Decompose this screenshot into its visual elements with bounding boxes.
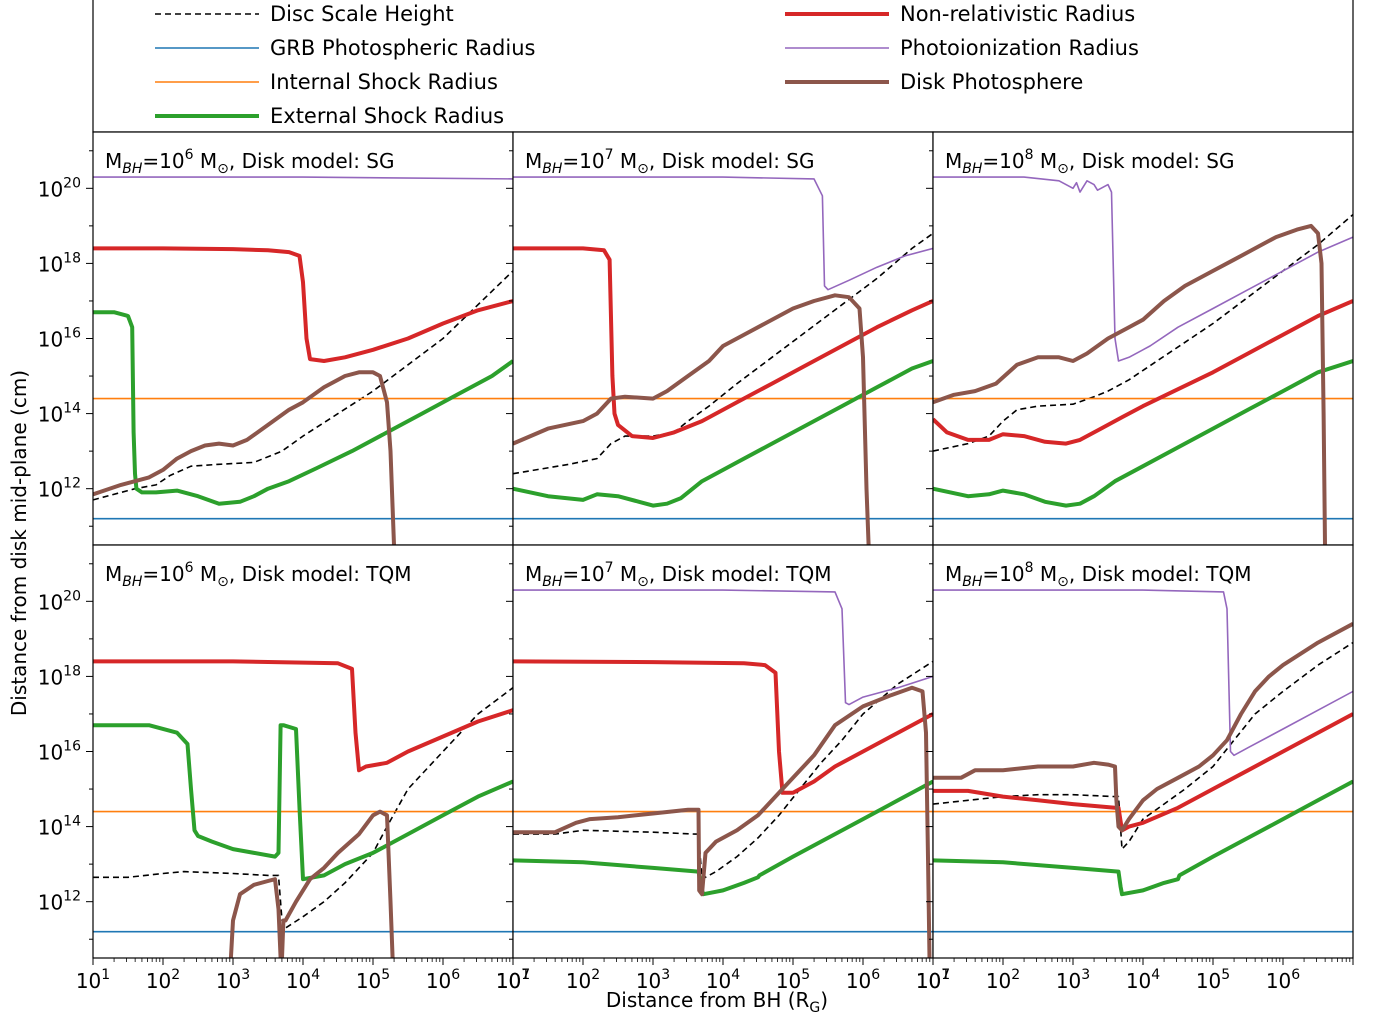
y-tick-label: 1016 — [38, 326, 81, 352]
series-line-external-shock-radius — [513, 359, 933, 508]
y-tick-label: 1012 — [38, 476, 81, 502]
series-line-non-relativistic-radius — [933, 299, 1353, 446]
x-tick-label: 101 — [76, 967, 110, 993]
plot-area — [93, 132, 513, 545]
series-line-disc-scale-height — [513, 660, 933, 881]
series-line-disk-photosphere — [228, 809, 395, 958]
panel-title: MBH=108 M⊙, Disk model: TQM — [945, 560, 1252, 590]
plot-area — [933, 132, 1353, 545]
x-tick-label: 102 — [986, 967, 1020, 993]
x-tick-label: 106 — [426, 967, 460, 993]
legend: Disc Scale Height GRB Photospheric Radius… — [92, 0, 1354, 133]
y-axis-label: Distance from disk mid-plane (cm) — [7, 370, 31, 716]
x-tick-label: 104 — [286, 967, 320, 993]
x-tick-label: 103 — [636, 967, 670, 993]
x-tick-label: 104 — [706, 967, 740, 993]
plot-area — [93, 545, 513, 958]
series-group — [513, 589, 933, 958]
legend-label-internal-shock-radius: Internal Shock Radius — [270, 70, 498, 94]
x-tick-label: 103 — [216, 967, 250, 993]
x-tick-label: 104 — [1126, 967, 1160, 993]
series-line-external-shock-radius — [93, 310, 513, 506]
legend-label-grb-photospheric-radius: GRB Photospheric Radius — [270, 36, 535, 60]
series-line-disc-scale-height — [933, 641, 1353, 850]
series-line-disk-photosphere — [933, 622, 1353, 833]
y-tick-label: 1016 — [38, 739, 81, 765]
panel-1: 1012 1014 1016 1018 1020 MBH=106 M⊙, Disk mod… — [38, 131, 514, 546]
series-group — [933, 589, 1353, 933]
series-line-external-shock-radius — [93, 723, 513, 882]
series-line-disc-scale-height — [513, 232, 933, 475]
panel-grid: 1012 1014 1016 1018 1020 MBH=106 M⊙, Disk mod… — [38, 131, 1354, 993]
legend-label-external-shock-radius: External Shock Radius — [270, 104, 504, 128]
series-line-disk-photosphere — [513, 293, 871, 545]
panel-title: MBH=107 M⊙, Disk model: SG — [525, 147, 815, 177]
panel-title: MBH=107 M⊙, Disk model: TQM — [525, 560, 832, 590]
x-tick-label: 106 — [1266, 967, 1300, 993]
series-line-photoionization-radius — [933, 176, 1353, 362]
plot-area — [933, 545, 1353, 958]
panel-3: MBH=108 M⊙, Disk model: SG — [926, 131, 1354, 546]
x-tick-label: 107 — [916, 967, 950, 993]
panel-title: MBH=106 M⊙, Disk model: SG — [105, 147, 395, 177]
legend-label-disk-photosphere: Disk Photosphere — [900, 70, 1083, 94]
series-line-external-shock-radius — [933, 779, 1353, 897]
series-line-disc-scale-height — [933, 213, 1353, 452]
x-tick-label: 107 — [496, 967, 530, 993]
panel-4: 1012 1014 1016 1018 1020 101 102 103 104 105 106 10… — [38, 544, 530, 993]
series-line-non-relativistic-radius — [93, 246, 513, 363]
series-line-photoionization-radius — [93, 176, 513, 180]
plot-area — [513, 545, 933, 958]
panel-2: MBH=107 M⊙, Disk model: SG — [506, 131, 934, 546]
series-line-non-relativistic-radius — [513, 659, 933, 795]
plot-area — [513, 132, 933, 545]
series-line-disk-photosphere — [933, 223, 1327, 545]
y-tick-label: 1020 — [38, 588, 81, 614]
x-tick-label: 103 — [1056, 967, 1090, 993]
y-tick-label: 1014 — [38, 814, 81, 840]
series-line-disk-photosphere — [513, 685, 932, 958]
y-tick-label: 1020 — [38, 175, 81, 201]
y-tick-label: 1014 — [38, 401, 81, 427]
x-tick-label: 106 — [846, 967, 880, 993]
legend-label-disc-scale-height: Disc Scale Height — [270, 2, 454, 26]
series-line-photoionization-radius — [933, 589, 1353, 757]
legend-label-non-relativistic-radius: Non-relativistic Radius — [900, 2, 1135, 26]
legend-frame — [92, 0, 1354, 133]
y-tick-label: 1018 — [38, 663, 81, 689]
series-group — [513, 176, 933, 545]
panel-title: MBH=106 M⊙, Disk model: TQM — [105, 560, 412, 590]
x-tick-label: 105 — [1196, 967, 1230, 993]
series-line-disk-photosphere — [93, 370, 396, 545]
panel-title: MBH=108 M⊙, Disk model: SG — [945, 147, 1235, 177]
y-tick-label: 1012 — [38, 889, 81, 915]
x-tick-label: 105 — [776, 967, 810, 993]
series-line-external-shock-radius — [513, 779, 933, 897]
series-line-photoionization-radius — [513, 176, 933, 291]
series-line-non-relativistic-radius — [93, 659, 513, 773]
series-line-photoionization-radius — [513, 589, 933, 706]
panel-6: 101 102 103 104 105 106 MBH=108 M⊙, Disk model… — [916, 544, 1354, 993]
x-tick-label: 102 — [566, 967, 600, 993]
x-tick-label: 105 — [356, 967, 390, 993]
y-tick-label: 1018 — [38, 250, 81, 276]
x-tick-label: 101 — [916, 967, 950, 993]
series-group — [93, 659, 513, 958]
series-group — [933, 176, 1353, 545]
series-line-external-shock-radius — [933, 359, 1353, 508]
series-group — [93, 176, 513, 545]
series-line-non-relativistic-radius — [513, 246, 933, 440]
x-tick-label: 101 — [496, 967, 530, 993]
legend-label-photoionization-radius: Photoionization Radius — [900, 36, 1139, 60]
x-tick-label: 102 — [146, 967, 180, 993]
x-axis-label: Distance from BH (RG) — [606, 988, 828, 1016]
series-line-disc-scale-height — [93, 270, 513, 501]
panel-5: 101 102 103 104 105 106 107 MBH=107 M⊙, Disk mo… — [496, 544, 950, 993]
